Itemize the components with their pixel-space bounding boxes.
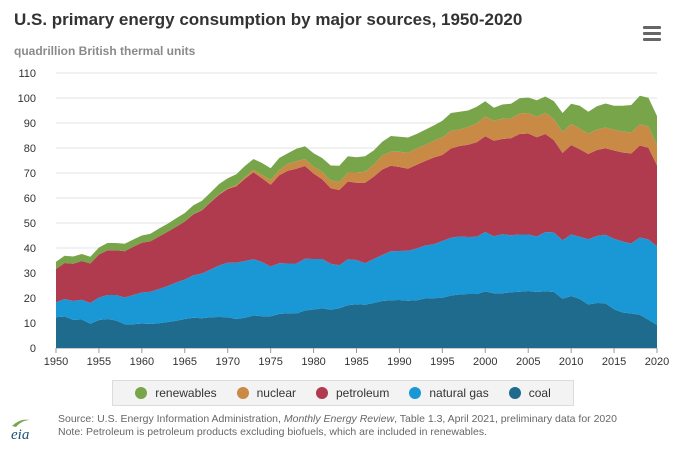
legend-dot-icon (409, 387, 422, 399)
x-tick-label: 1960 (130, 356, 154, 368)
y-tick-label: 40 (24, 243, 36, 255)
source-title: Monthly Energy Review (283, 413, 395, 425)
legend-dot-icon (236, 387, 249, 399)
source-line: Source: U.S. Energy Information Administ… (58, 413, 617, 426)
x-tick-label: 2015 (602, 356, 626, 368)
legend-item-petroleum[interactable]: petroleum (315, 386, 390, 400)
series-area-petroleum (56, 133, 657, 303)
y-tick-label: 80 (24, 143, 36, 155)
x-tick-label: 2005 (516, 356, 540, 368)
svg-text:eia: eia (11, 427, 29, 442)
footer-source: Source: U.S. Energy Information Administ… (58, 413, 617, 439)
x-tick-label: 1980 (301, 356, 325, 368)
chart-title: U.S. primary energy consumption by major… (14, 10, 523, 29)
chart-subtitle: quadrillion British thermal units (14, 44, 196, 58)
x-tick-label: 1985 (344, 356, 368, 368)
series-area-coal (56, 291, 657, 348)
y-tick-label: 0 (30, 343, 36, 355)
legend-dot-icon (135, 387, 148, 399)
x-tick-label: 1965 (173, 356, 197, 368)
series-areas (56, 95, 657, 348)
legend-label: nuclear (256, 386, 296, 400)
legend-item-natural-gas[interactable]: natural gas (409, 386, 489, 400)
y-tick-label: 110 (18, 68, 36, 80)
x-tick-label: 2020 (645, 356, 669, 368)
x-tick-label: 1955 (87, 356, 111, 368)
menu-bar-icon (643, 32, 661, 35)
legend-label: petroleum (335, 386, 390, 400)
y-tick-label: 70 (24, 168, 36, 180)
y-tick-label: 30 (24, 268, 36, 280)
legend-dot-icon (508, 387, 521, 399)
source-suffix: , Table 1.3, April 2021, preliminary dat… (394, 413, 617, 425)
y-tick-label: 50 (24, 218, 36, 230)
x-tick-label: 2000 (473, 356, 497, 368)
series-area-natural-gas (56, 232, 657, 325)
y-tick-label: 20 (24, 293, 36, 305)
y-tick-label: 60 (24, 193, 36, 205)
x-tick-label: 1975 (258, 356, 282, 368)
y-tick-label: 90 (24, 118, 36, 130)
y-axis: 0 10 20 30 40 50 60 70 80 90 100 110 (18, 68, 36, 355)
legend-label: renewables (155, 386, 217, 400)
y-tick-label: 100 (18, 93, 36, 105)
legend-item-nuclear[interactable]: nuclear (236, 386, 296, 400)
legend-label: coal (528, 386, 551, 400)
menu-bar-icon (643, 26, 661, 29)
x-tick-label: 1950 (44, 356, 68, 368)
note-line: Note: Petroleum is petroleum products ex… (58, 426, 487, 438)
chart-legend: renewables nuclear petroleum natural gas… (112, 380, 574, 406)
x-axis: 1950 1955 1960 1965 1970 1975 1980 1985 1990 1995… (44, 348, 669, 368)
legend-item-coal[interactable]: coal (508, 386, 551, 400)
x-tick-label: 1995 (430, 356, 454, 368)
hamburger-menu-icon[interactable] (643, 26, 661, 41)
x-tick-label: 1990 (387, 356, 411, 368)
menu-bar-icon (643, 38, 661, 41)
x-tick-label: 1970 (215, 356, 239, 368)
legend-dot-icon (315, 387, 328, 399)
x-tick-label: 2010 (559, 356, 583, 368)
legend-label: natural gas (429, 386, 489, 400)
series-area-renewables (56, 95, 657, 269)
legend-item-renewables[interactable]: renewables (135, 386, 217, 400)
source-prefix: Source: U.S. Energy Information Administ… (58, 413, 284, 425)
y-tick-label: 10 (24, 318, 36, 330)
eia-logo-icon: eia (11, 419, 30, 442)
